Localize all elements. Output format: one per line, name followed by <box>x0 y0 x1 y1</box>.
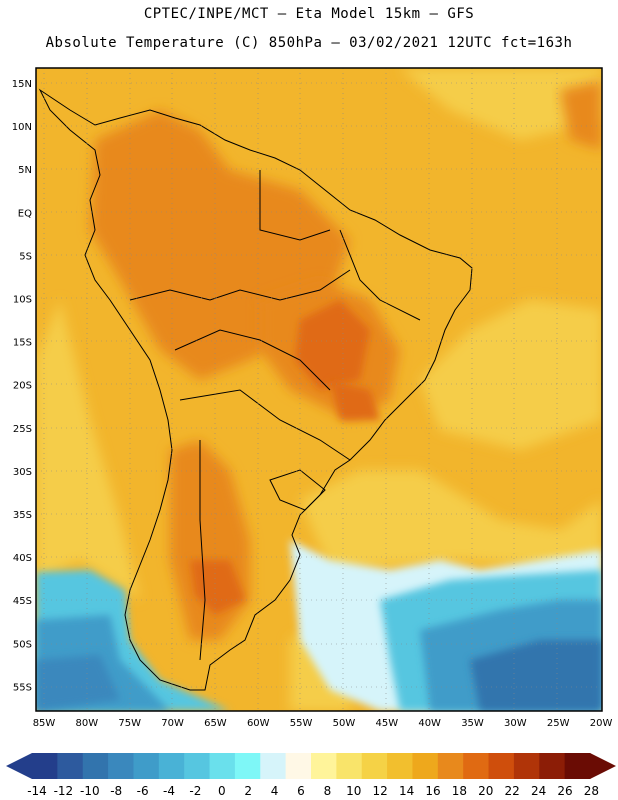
lon-tick-label: 35W <box>461 718 484 729</box>
colorbar-swatch <box>260 753 287 779</box>
lon-tick-label: 25W <box>547 718 570 729</box>
coastline <box>38 88 473 691</box>
lat-tick-label: 5S <box>19 251 32 262</box>
colorbar-swatch <box>108 753 134 779</box>
colorbar-label: 28 <box>584 784 599 798</box>
colorbar-label: 8 <box>324 784 332 798</box>
colorbar-swatch <box>463 753 490 779</box>
lon-tick-label: 55W <box>290 718 313 729</box>
longitude-axis: 85W 80W 75W 70W 65W 60W 55W 50W 45W 40W 35W 30W 25W 2… <box>33 718 613 729</box>
lat-tick-label: 10N <box>12 122 32 133</box>
title-line-2: Absolute Temperature (C) 850hPa – 03/02/… <box>45 35 573 51</box>
colorbar-label: -4 <box>163 784 175 798</box>
lat-tick-label: 5N <box>18 165 32 176</box>
colorbar-swatch <box>311 753 337 779</box>
colorbar-label: -14 <box>27 784 47 798</box>
colorbar-swatch <box>285 753 312 779</box>
colorbar-label: 12 <box>373 784 388 798</box>
colorbar-swatch <box>82 753 109 779</box>
colorbar-label: -10 <box>80 784 100 798</box>
lat-tick-label: 10S <box>13 295 32 306</box>
colorbar-label: -8 <box>110 784 122 798</box>
colorbar-label: 6 <box>297 784 305 798</box>
colorbar-label: 10 <box>346 784 361 798</box>
colorbar-swatch <box>488 753 515 779</box>
lon-tick-label: 85W <box>33 718 56 729</box>
lat-tick-label: 45S <box>13 596 32 607</box>
colorbar-swatch <box>361 753 388 779</box>
colorbar-label: 22 <box>505 784 520 798</box>
lon-tick-label: 50W <box>333 718 356 729</box>
lon-tick-label: 60W <box>247 718 270 729</box>
lat-tick-label: 15S <box>13 338 32 349</box>
lon-tick-label: 80W <box>76 718 99 729</box>
temperature-field <box>36 68 602 711</box>
colorbar-over-arrow <box>590 753 616 779</box>
colorbar-swatch <box>387 753 413 779</box>
colorbar-under-arrow <box>6 753 32 779</box>
colorbar-swatch <box>234 753 261 779</box>
lat-tick-label: 40S <box>13 553 32 564</box>
colorbar-swatch <box>32 753 58 779</box>
lon-tick-label: 45W <box>375 718 398 729</box>
graticule <box>36 68 602 711</box>
lat-tick-label: 20S <box>13 381 32 392</box>
map-frame <box>35 67 603 712</box>
colorbar-swatch <box>539 753 566 779</box>
colorbar-swatch <box>57 753 84 779</box>
colorbar-swatch <box>133 753 160 779</box>
lat-tick-label: 25S <box>13 424 32 435</box>
colorbar-label: 16 <box>425 784 440 798</box>
colorbar-label: 2 <box>244 784 252 798</box>
colorbar-swatch <box>158 753 185 779</box>
colorbar-swatch <box>564 753 591 779</box>
colorbar-label: 24 <box>531 784 546 798</box>
colorbar-swatch <box>336 753 363 779</box>
colorbar-label: -12 <box>54 784 74 798</box>
colorbar-label: 4 <box>271 784 279 798</box>
lon-tick-label: 75W <box>118 718 141 729</box>
lat-tick-label: 30S <box>13 467 32 478</box>
lat-tick-label: 50S <box>13 639 32 650</box>
lon-tick-label: 65W <box>204 718 227 729</box>
lat-tick-label: 55S <box>13 682 32 693</box>
lon-tick-label: 30W <box>504 718 527 729</box>
colorbar-swatch <box>209 753 236 779</box>
colorbar-label: -2 <box>189 784 201 798</box>
title-line-1: CPTEC/INPE/MCT – Eta Model 15km – GFS <box>143 6 475 22</box>
colorbar-swatch <box>513 753 540 779</box>
colorbar-swatch <box>437 753 464 779</box>
colorbar-label: 0 <box>218 784 226 798</box>
colorbar-swatch <box>412 753 439 779</box>
latitude-axis: 15N 10N 5N EQ 5S 10S 15S 20S 25S 30S 35S 40S 45S 50S 5… <box>12 79 32 693</box>
colorbar-swatch <box>184 753 211 779</box>
lat-tick-label: 35S <box>13 510 32 521</box>
colorbar-label: 20 <box>478 784 493 798</box>
colorbar-label: 26 <box>557 784 572 798</box>
colorbar-label: -6 <box>137 784 149 798</box>
lat-tick-label: 15N <box>12 79 32 90</box>
lon-tick-label: 20W <box>590 718 613 729</box>
lon-tick-label: 40W <box>418 718 441 729</box>
colorbar-label: 18 <box>452 784 467 798</box>
colorbar-label: 14 <box>399 784 414 798</box>
lon-tick-label: 70W <box>161 718 184 729</box>
lat-tick-label: EQ <box>18 208 32 219</box>
